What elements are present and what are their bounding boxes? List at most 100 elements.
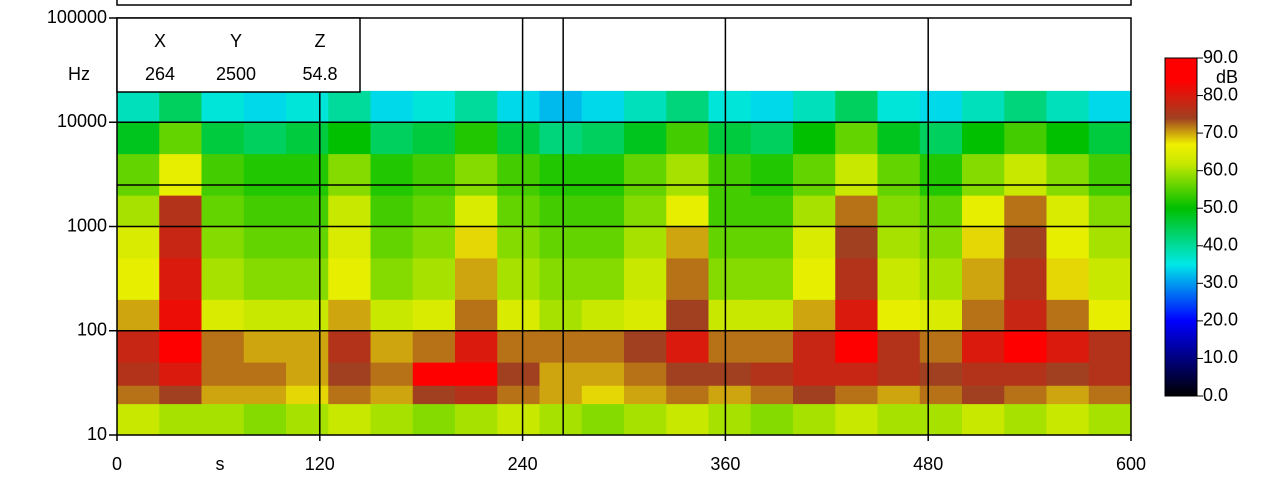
cell <box>286 362 329 386</box>
cell <box>1004 362 1047 386</box>
cell <box>159 195 202 227</box>
cell <box>793 403 836 436</box>
cell <box>201 153 245 196</box>
cell <box>708 403 752 436</box>
colorbar-unit: dB <box>1216 67 1238 87</box>
cell <box>117 122 160 155</box>
cell <box>1088 385 1132 405</box>
cell <box>159 403 202 436</box>
cell <box>750 226 794 259</box>
x-tick-label: 0 <box>112 454 122 474</box>
y-tick-label: 10 <box>87 424 107 444</box>
cell <box>750 299 794 332</box>
cell <box>624 330 667 363</box>
cell <box>1004 299 1047 332</box>
cell <box>117 330 160 363</box>
colorbar <box>1164 57 1198 397</box>
cell <box>835 153 878 196</box>
cell <box>370 385 414 405</box>
cell <box>962 257 1005 300</box>
cell <box>370 257 414 300</box>
cell <box>750 90 794 123</box>
cell <box>539 362 583 386</box>
cell <box>1004 122 1047 155</box>
cell <box>877 122 921 155</box>
cell <box>497 122 540 155</box>
cell <box>962 122 1005 155</box>
cell <box>117 226 160 259</box>
cell <box>793 385 836 405</box>
cell <box>455 330 498 363</box>
colorbar-tick-label: 20.0 <box>1203 310 1238 330</box>
cell <box>919 257 963 300</box>
cell <box>286 257 329 300</box>
cell <box>666 195 709 227</box>
cell <box>286 195 329 227</box>
cell <box>497 226 540 259</box>
cell <box>835 330 878 363</box>
cell <box>286 90 329 123</box>
x-tick-label: 480 <box>913 454 943 474</box>
cell <box>1088 330 1132 363</box>
readout-header: X <box>154 31 166 51</box>
x-tick-label: 240 <box>508 454 538 474</box>
cell <box>581 195 625 227</box>
readout-header: Z <box>315 31 326 51</box>
cell <box>708 122 752 155</box>
cell <box>243 362 287 386</box>
cell <box>328 257 371 300</box>
cell <box>412 90 456 123</box>
cell <box>243 403 287 436</box>
cell <box>919 153 963 196</box>
cell <box>708 330 752 363</box>
x-tick-label: 360 <box>710 454 740 474</box>
cell <box>286 330 329 363</box>
cell <box>919 330 963 363</box>
cell <box>497 362 540 386</box>
cell <box>539 257 583 300</box>
cell <box>286 403 329 436</box>
cell <box>750 385 794 405</box>
cell <box>750 122 794 155</box>
cell <box>455 153 498 196</box>
cell <box>581 362 625 386</box>
cell <box>1046 122 1090 155</box>
cell <box>750 257 794 300</box>
cell <box>962 90 1005 123</box>
cell <box>919 403 963 436</box>
cell <box>581 226 625 259</box>
cell <box>159 257 202 300</box>
cell <box>1088 299 1132 332</box>
cell <box>877 403 921 436</box>
cell <box>201 403 245 436</box>
cell <box>666 330 709 363</box>
colorbar-tick-label: 80.0 <box>1203 84 1238 104</box>
cell <box>793 257 836 300</box>
cell <box>1004 257 1047 300</box>
cell <box>1046 299 1090 332</box>
colorbar-tick-label: 10.0 <box>1203 347 1238 367</box>
cell <box>370 403 414 436</box>
cell <box>919 195 963 227</box>
cell <box>750 403 794 436</box>
cell <box>455 90 498 123</box>
colorbar-tick-label: 0.0 <box>1203 385 1228 405</box>
y-tick-label: 1000 <box>67 215 107 235</box>
cell <box>243 226 287 259</box>
cell <box>243 153 287 196</box>
cell <box>370 330 414 363</box>
cell <box>835 226 878 259</box>
cell <box>117 153 160 196</box>
cell <box>412 195 456 227</box>
cell <box>201 195 245 227</box>
cell <box>624 195 667 227</box>
cell <box>412 226 456 259</box>
cell <box>497 385 540 405</box>
colorbar-tick-label: 60.0 <box>1203 159 1238 179</box>
cell <box>1004 403 1047 436</box>
cell <box>877 299 921 332</box>
cell <box>666 90 709 123</box>
readout-header: Y <box>230 31 242 51</box>
cell <box>328 362 371 386</box>
